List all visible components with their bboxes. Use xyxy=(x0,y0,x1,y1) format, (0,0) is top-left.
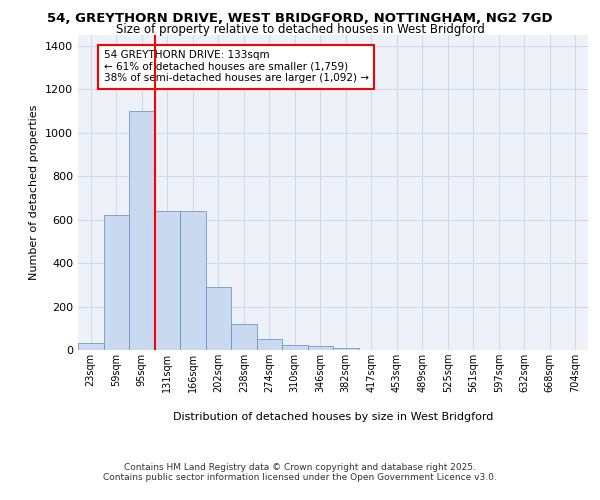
Text: Size of property relative to detached houses in West Bridgford: Size of property relative to detached ho… xyxy=(116,22,484,36)
Bar xyxy=(282,344,308,350)
Bar xyxy=(78,344,104,350)
Bar xyxy=(205,287,231,350)
Text: 54 GREYTHORN DRIVE: 133sqm
← 61% of detached houses are smaller (1,759)
38% of s: 54 GREYTHORN DRIVE: 133sqm ← 61% of deta… xyxy=(104,50,368,84)
Text: Contains HM Land Registry data © Crown copyright and database right 2025.: Contains HM Land Registry data © Crown c… xyxy=(124,462,476,471)
Y-axis label: Number of detached properties: Number of detached properties xyxy=(29,105,40,280)
Bar xyxy=(308,346,333,350)
Bar xyxy=(104,216,129,350)
Bar xyxy=(129,111,155,350)
Text: 54, GREYTHORN DRIVE, WEST BRIDGFORD, NOTTINGHAM, NG2 7GD: 54, GREYTHORN DRIVE, WEST BRIDGFORD, NOT… xyxy=(47,12,553,26)
Text: Contains public sector information licensed under the Open Government Licence v3: Contains public sector information licen… xyxy=(103,472,497,482)
Text: Distribution of detached houses by size in West Bridgford: Distribution of detached houses by size … xyxy=(173,412,493,422)
Bar xyxy=(333,348,359,350)
Bar xyxy=(257,339,282,350)
Bar xyxy=(231,324,257,350)
Bar xyxy=(180,211,205,350)
Bar xyxy=(155,211,180,350)
